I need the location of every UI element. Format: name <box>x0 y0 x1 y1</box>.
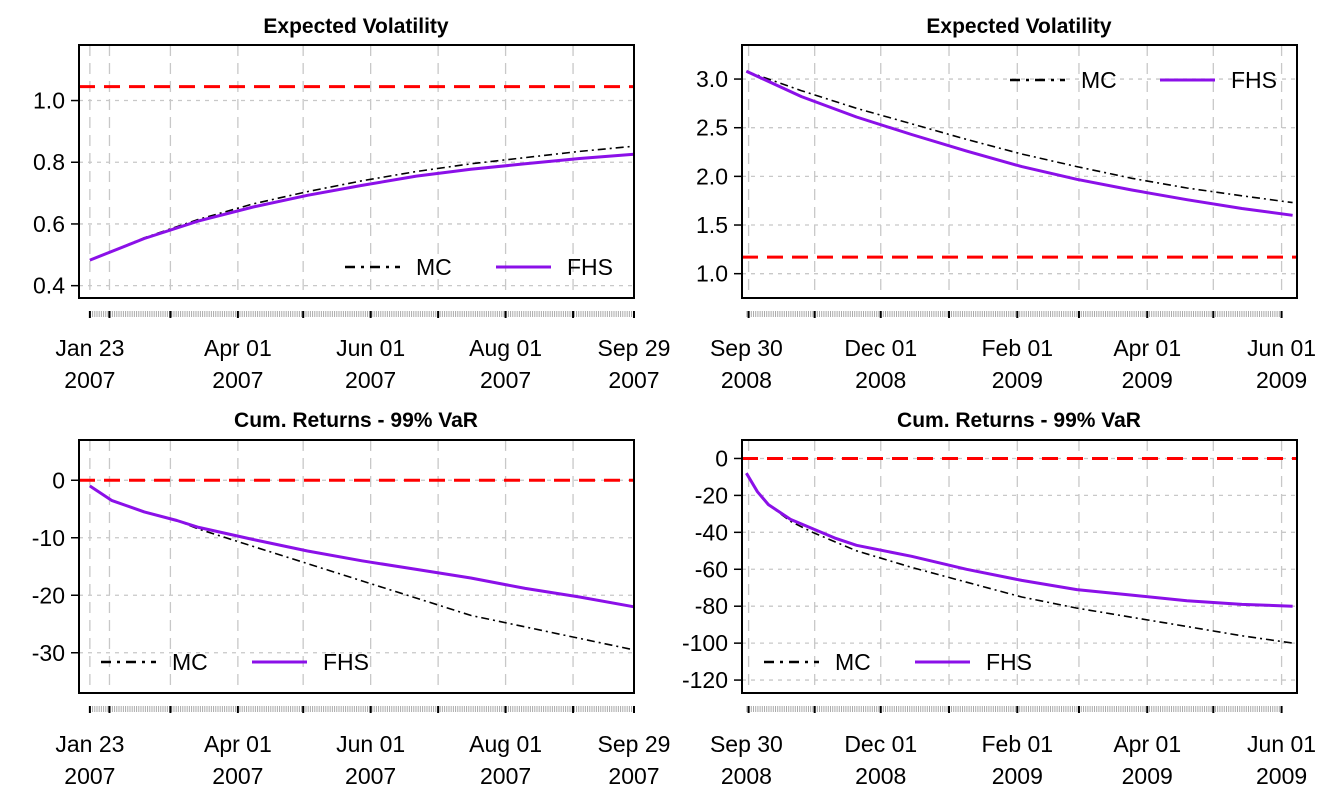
x-tick-label: Apr 01 <box>1113 731 1181 757</box>
x-tick-label: 2008 <box>855 367 906 393</box>
legend: MC FHS <box>101 649 369 675</box>
x-tick-label: 2007 <box>480 763 531 789</box>
series-line-fhs <box>745 69 1293 217</box>
y-tick-label: 0 <box>715 445 728 471</box>
y-tick-label: -120 <box>682 667 728 693</box>
x-tick-label: 2007 <box>212 367 263 393</box>
plot-frame <box>78 439 635 694</box>
x-tick-label: 2007 <box>64 763 115 789</box>
x-tick-label: Feb 01 <box>981 731 1053 757</box>
y-tick-label: -80 <box>695 593 728 619</box>
x-tick-label: Feb 01 <box>981 335 1053 361</box>
x-tick-label: 2009 <box>1122 763 1173 789</box>
legend: MC FHS <box>1010 67 1277 93</box>
x-tick-label: 2008 <box>855 763 906 789</box>
y-tick-label: -40 <box>695 519 728 545</box>
x-tick-label: 2008 <box>721 763 772 789</box>
plot-frame <box>741 439 1298 694</box>
x-tick-label: 2009 <box>992 367 1043 393</box>
y-tick-label: 0.4 <box>33 273 65 299</box>
legend-label-mc: MC <box>835 649 871 675</box>
legend-label-fhs: FHS <box>986 649 1032 675</box>
chart-title: Cum. Returns - 99% VaR <box>897 409 1141 432</box>
x-tick-label: 2007 <box>608 763 659 789</box>
series-line-fhs <box>89 152 635 262</box>
x-tick-label: 2009 <box>992 763 1043 789</box>
x-tick-label: 2009 <box>1256 367 1307 393</box>
x-tick-label: 2007 <box>345 763 396 789</box>
y-tick-label: -20 <box>32 582 65 608</box>
plot-frame <box>78 44 635 299</box>
y-tick-label: 1.0 <box>696 261 728 287</box>
chart-title: Expected Volatility <box>926 15 1111 38</box>
plot-frame <box>741 44 1298 299</box>
x-tick-label: Jun 01 <box>1247 731 1316 757</box>
y-tick-label: 0 <box>52 467 65 493</box>
panel-var-2008: Cum. Returns - 99% VaR -120 -100 -80 -60 -40 -… <box>682 409 1316 789</box>
legend-label-mc: MC <box>416 254 452 280</box>
x-tick-label: Aug 01 <box>469 731 542 757</box>
series-line-mc <box>745 472 1293 644</box>
legend: MC FHS <box>345 254 613 280</box>
chart-title: Cum. Returns - 99% VaR <box>234 409 478 432</box>
legend-label-fhs: FHS <box>567 254 613 280</box>
legend-label-fhs: FHS <box>323 649 369 675</box>
panel-vol-2007: Expected Volatility 0.4 0.6 0.8 1.0 Jan 23 200… <box>33 15 670 393</box>
series-line-mc <box>89 485 635 651</box>
x-tick-label: 2007 <box>212 763 263 789</box>
x-tick-label: Sep 29 <box>598 335 671 361</box>
series-line-mc <box>89 145 635 261</box>
y-tick-label: 0.6 <box>33 211 65 237</box>
legend-label-mc: MC <box>172 649 208 675</box>
legend: MC FHS <box>764 649 1032 675</box>
y-tick-label: 3.0 <box>696 66 728 92</box>
x-tick-label: Jan 23 <box>55 335 124 361</box>
legend-label-fhs: FHS <box>1231 67 1277 93</box>
x-tick-label: Jun 01 <box>1247 335 1316 361</box>
x-tick-label: 2007 <box>608 367 659 393</box>
legend-label-mc: MC <box>1081 67 1117 93</box>
series-line-mc <box>746 70 1293 204</box>
panel-vol-2008: Expected Volatility 1.0 1.5 2.0 2.5 3.0 Sep 30… <box>696 15 1316 393</box>
x-tick-label: 2007 <box>64 367 115 393</box>
y-tick-label: -10 <box>32 525 65 551</box>
y-tick-label: 1.5 <box>696 212 728 238</box>
x-tick-label: Jun 01 <box>336 731 405 757</box>
x-tick-label: Apr 01 <box>204 335 272 361</box>
x-tick-label: Sep 30 <box>710 335 783 361</box>
y-tick-label: -100 <box>682 630 728 656</box>
x-tick-label: Sep 30 <box>710 731 783 757</box>
x-tick-label: Jan 23 <box>55 731 124 757</box>
x-tick-label: Jun 01 <box>336 335 405 361</box>
x-tick-label: 2008 <box>721 367 772 393</box>
panel-var-2007: Cum. Returns - 99% VaR -30 -20 -10 0 Jan 23 20… <box>32 409 671 789</box>
y-tick-label: 1.0 <box>33 88 65 114</box>
y-tick-label: -20 <box>695 482 728 508</box>
series-line-fhs <box>745 472 1293 608</box>
y-tick-label: -30 <box>32 640 65 666</box>
y-tick-label: -60 <box>695 556 728 582</box>
chart-title: Expected Volatility <box>263 15 448 38</box>
x-tick-label: 2007 <box>480 367 531 393</box>
y-tick-label: 0.8 <box>33 149 65 175</box>
x-tick-label: 2009 <box>1256 763 1307 789</box>
y-tick-label: 2.5 <box>696 115 728 141</box>
x-tick-label: 2007 <box>345 367 396 393</box>
x-tick-label: Dec 01 <box>844 335 917 361</box>
x-tick-label: Aug 01 <box>469 335 542 361</box>
y-tick-label: 2.0 <box>696 163 728 189</box>
x-tick-label: 2009 <box>1122 367 1173 393</box>
x-tick-label: Apr 01 <box>204 731 272 757</box>
series-line-fhs <box>89 484 635 609</box>
x-tick-label: Dec 01 <box>844 731 917 757</box>
x-tick-label: Sep 29 <box>598 731 671 757</box>
x-tick-label: Apr 01 <box>1113 335 1181 361</box>
